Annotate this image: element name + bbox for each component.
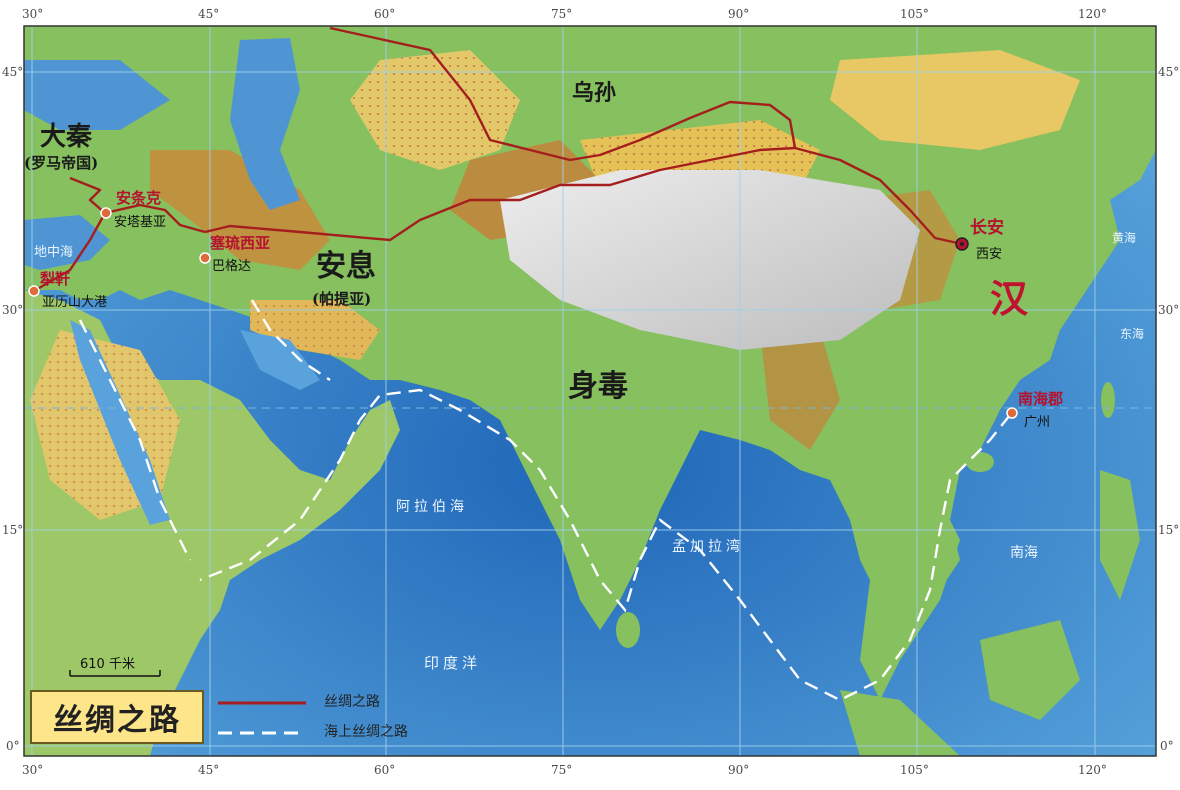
red-sea xyxy=(70,320,170,525)
hengduan-mountains xyxy=(760,330,840,450)
lat-label-45-left: 45° xyxy=(2,65,24,79)
guangzhou-marker xyxy=(1006,407,1018,419)
lat-label-15-left: 15° xyxy=(2,523,24,537)
city-changan-modern: 西安 xyxy=(976,247,1003,262)
sumatra-land xyxy=(840,690,960,756)
persian-gulf xyxy=(240,330,320,390)
city-markers xyxy=(28,207,1018,419)
map-frame xyxy=(23,25,1157,757)
lon-label-75-bottom: 75° xyxy=(551,763,573,777)
lat-label-30-left: 30° xyxy=(2,303,24,317)
sea-south-china-label: 南海 xyxy=(1010,545,1038,561)
changan-marker-center xyxy=(960,242,964,246)
lat-label-0-right: 0° xyxy=(1160,739,1174,753)
empire-daqin-sub: (罗马帝国) xyxy=(24,154,99,172)
sea-yellow-label: 黄海 xyxy=(1112,231,1137,245)
silk-road-north xyxy=(329,26,797,162)
maritime-route-redsea xyxy=(78,319,192,561)
sea-bengal-label: 孟加拉湾 xyxy=(672,539,744,555)
maritime-silk-road-route xyxy=(78,299,1011,702)
indochina-land xyxy=(860,470,960,700)
empire-wusun-label: 乌孙 xyxy=(572,80,617,106)
lon-label-45-top: 45° xyxy=(198,7,220,21)
sri-lanka-island xyxy=(616,612,640,648)
lat-label-0-left: 0° xyxy=(6,739,20,753)
scale-bar-label: 610 千米 xyxy=(80,657,135,672)
city-alexandria-modern: 亚历山大港 xyxy=(42,295,108,310)
city-seleucia-modern: 巴格达 xyxy=(212,259,252,274)
legend-silk-road-label: 丝绸之路 xyxy=(324,694,380,710)
lon-label-30-top: 30° xyxy=(22,7,44,21)
mongolia-plateau xyxy=(830,50,1080,150)
city-changan-label: 长安 xyxy=(970,218,1004,238)
hainan-island xyxy=(966,452,994,472)
caspian-sea xyxy=(230,38,300,210)
empire-anxi-sub: (帕提亚) xyxy=(312,290,372,308)
city-seleucia-label: 塞琉西亚 xyxy=(210,234,271,252)
legend-maritime-label: 海上丝绸之路 xyxy=(324,724,408,740)
lat-label-15-right: 15° xyxy=(1158,523,1180,537)
black-sea xyxy=(24,60,170,130)
silk-road-route xyxy=(33,26,963,293)
eurasia-land xyxy=(24,26,1156,640)
empire-shendu-label: 身毒 xyxy=(568,369,628,404)
zagros-mountains xyxy=(150,150,330,270)
taiwan-island xyxy=(1101,382,1115,418)
lon-label-90-bottom: 90° xyxy=(728,763,750,777)
city-alexandria-label: 犁靬 xyxy=(40,270,71,288)
desert-dots-4 xyxy=(250,300,380,360)
lon-label-120-top: 120° xyxy=(1078,7,1107,21)
lon-label-105-top: 105° xyxy=(900,7,929,21)
map-title: 丝绸之路 xyxy=(53,703,181,738)
empire-han-label: 汉 xyxy=(990,276,1029,321)
scale-bar xyxy=(69,670,161,677)
lon-label-45-bottom: 45° xyxy=(198,763,220,777)
city-nanhai-modern: 广州 xyxy=(1024,415,1051,430)
tibetan-plateau xyxy=(500,170,920,350)
lat-label-45-right: 45° xyxy=(1158,65,1180,79)
lon-label-90-top: 90° xyxy=(728,7,750,21)
sea-mediterranean-label: 地中海 xyxy=(34,245,74,260)
silk-road-main xyxy=(204,146,963,246)
maritime-route-gulf xyxy=(250,299,331,381)
lon-label-60-bottom: 60° xyxy=(374,763,396,777)
city-nanhai-label: 南海郡 xyxy=(1018,390,1064,408)
philippines-land xyxy=(1100,470,1140,600)
sea-arabian-label: 阿拉伯海 xyxy=(396,499,468,515)
sea-indian-label: 印度洋 xyxy=(424,654,482,672)
borneo-land xyxy=(980,620,1080,720)
silk-road-egypt xyxy=(33,212,107,293)
city-antioch-modern: 安塔基亚 xyxy=(114,215,167,230)
seleucia-marker xyxy=(199,252,211,264)
lon-label-60-top: 60° xyxy=(374,7,396,21)
desert-dots-1 xyxy=(350,50,520,170)
lon-label-105-bottom: 105° xyxy=(900,763,929,777)
silk-road-west xyxy=(69,176,206,234)
graticule xyxy=(24,26,1156,756)
lat-label-30-right: 30° xyxy=(1158,303,1180,317)
empire-anxi-label: 安息 xyxy=(316,249,376,284)
mediterranean-sea xyxy=(24,215,110,270)
sea-east-china-label: 东海 xyxy=(1120,327,1145,341)
antioch-marker xyxy=(100,207,112,219)
empire-daqin-label: 大秦 xyxy=(40,122,93,152)
lon-label-120-bottom: 120° xyxy=(1078,763,1107,777)
city-antioch-label: 安条克 xyxy=(116,189,162,207)
alexandria-marker xyxy=(28,285,40,297)
map-title-box: 丝绸之路 xyxy=(30,690,204,744)
lon-label-30-bottom: 30° xyxy=(22,763,44,777)
lon-label-75-top: 75° xyxy=(551,7,573,21)
